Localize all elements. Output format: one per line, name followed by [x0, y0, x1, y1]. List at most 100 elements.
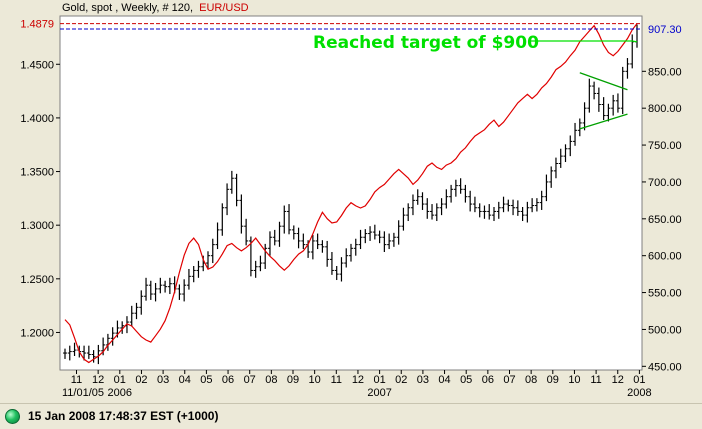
right-tick-label: 800.00	[648, 103, 682, 115]
gold-bar	[496, 201, 501, 219]
gold-bar	[592, 81, 597, 100]
gold-bar	[267, 231, 272, 256]
gold-bar	[577, 118, 582, 137]
gold-bar	[167, 277, 172, 295]
gold-bar	[320, 240, 325, 253]
x-month-label: 09	[287, 374, 299, 386]
gold-bar	[410, 194, 415, 216]
left-axis: 1.2000 1.2500 1.3000 1.3500 1.4000 1.4500 1.48…	[20, 19, 60, 339]
x-month-label: 07	[503, 374, 515, 386]
gold-bar	[358, 229, 363, 250]
x-month-label: 11	[331, 374, 342, 386]
x-month-label: 07	[244, 374, 256, 386]
gold-bar	[582, 102, 587, 131]
gold-bar	[72, 342, 77, 356]
gold-bar	[434, 203, 439, 222]
gold-bar	[86, 345, 91, 359]
right-tick-label: 750.00	[648, 140, 682, 152]
gold-bar	[158, 277, 163, 294]
gold-bar	[439, 198, 444, 216]
x-month-label: 01	[114, 374, 126, 386]
gold-bar	[363, 229, 368, 244]
x-month-label: 01	[373, 374, 385, 386]
gold-bar	[263, 243, 268, 269]
gold-bar	[372, 224, 377, 240]
gold-bar	[420, 192, 425, 210]
gold-bar	[573, 122, 578, 146]
gold-bar	[539, 190, 544, 210]
gold-bar	[563, 144, 568, 163]
eurusd-series	[64, 23, 638, 364]
overlays	[60, 23, 642, 130]
gold-bar	[186, 268, 191, 290]
gold-bar	[458, 178, 463, 194]
gold-bar	[134, 302, 139, 320]
gold-bar	[234, 173, 239, 207]
gold-bar	[239, 194, 244, 234]
gold-bar	[253, 260, 258, 278]
gold-series	[63, 24, 639, 365]
gold-bar	[468, 190, 473, 212]
gold-bar	[277, 221, 282, 247]
gold-bar	[82, 345, 87, 361]
gold-bar	[220, 203, 225, 236]
gold-bar	[258, 255, 263, 272]
gold-bar	[110, 327, 115, 346]
x-month-label: 10	[568, 374, 580, 386]
x-month-label: 03	[157, 374, 169, 386]
gold-bar	[525, 201, 530, 223]
gold-bar	[520, 207, 525, 222]
gold-bar	[206, 251, 210, 269]
gold-bar	[391, 232, 396, 247]
left-tick-label: 1.4000	[20, 113, 54, 125]
x-month-label: 04	[438, 374, 450, 386]
gold-bar	[534, 198, 539, 212]
gold-bar	[339, 257, 344, 282]
gold-bar	[296, 227, 301, 249]
x-month-label: 09	[547, 374, 559, 386]
x-month-label: 05	[200, 374, 212, 386]
gold-bar	[482, 205, 487, 219]
gold-bar	[606, 103, 611, 122]
gold-bar	[544, 174, 549, 202]
gold-bar	[129, 305, 134, 327]
x-month-label: 06	[222, 374, 234, 386]
x-year-label: 2007	[367, 387, 391, 399]
x-month-label: 12	[612, 374, 624, 386]
gold-bar	[625, 58, 630, 79]
gold-bar	[396, 220, 401, 245]
gold-bar	[472, 196, 477, 213]
triangle-lower-trendline	[579, 113, 628, 130]
gold-bar	[325, 240, 330, 267]
gold-bar	[210, 238, 215, 264]
gold-bar	[401, 207, 406, 231]
gold-bar	[387, 233, 392, 250]
gold-bar	[329, 252, 334, 275]
gold-bar	[244, 218, 249, 246]
gold-bar	[229, 170, 234, 194]
x-year-label: 2008	[627, 387, 651, 399]
x-axis: 11 12 01 02 03 04 05 06 07 08 09 10 11 12 01 02 03 04 05 06…	[62, 370, 652, 399]
right-tick-label: 500.00	[648, 324, 682, 336]
gold-bar	[596, 87, 601, 112]
triangle-upper-trendline	[579, 72, 628, 91]
gold-bar	[515, 200, 520, 216]
x-month-label: 03	[417, 374, 429, 386]
gold-bar	[225, 183, 230, 216]
gold-bar	[492, 207, 496, 222]
x-month-label: 05	[460, 374, 472, 386]
gold-bar	[148, 280, 153, 300]
gold-bar	[587, 78, 592, 113]
x-month-label: 02	[135, 374, 147, 386]
gold-bar	[425, 198, 430, 219]
gold-bar	[463, 184, 468, 203]
gold-bar	[368, 226, 373, 241]
x-month-label: 12	[352, 374, 364, 386]
gold-bar	[67, 345, 72, 361]
gold-bar	[553, 157, 558, 179]
gold-bar	[196, 260, 201, 278]
gold-bar	[444, 189, 449, 209]
x-month-label: 12	[92, 374, 104, 386]
gold-bar	[91, 350, 96, 363]
gold-bar	[449, 184, 454, 203]
